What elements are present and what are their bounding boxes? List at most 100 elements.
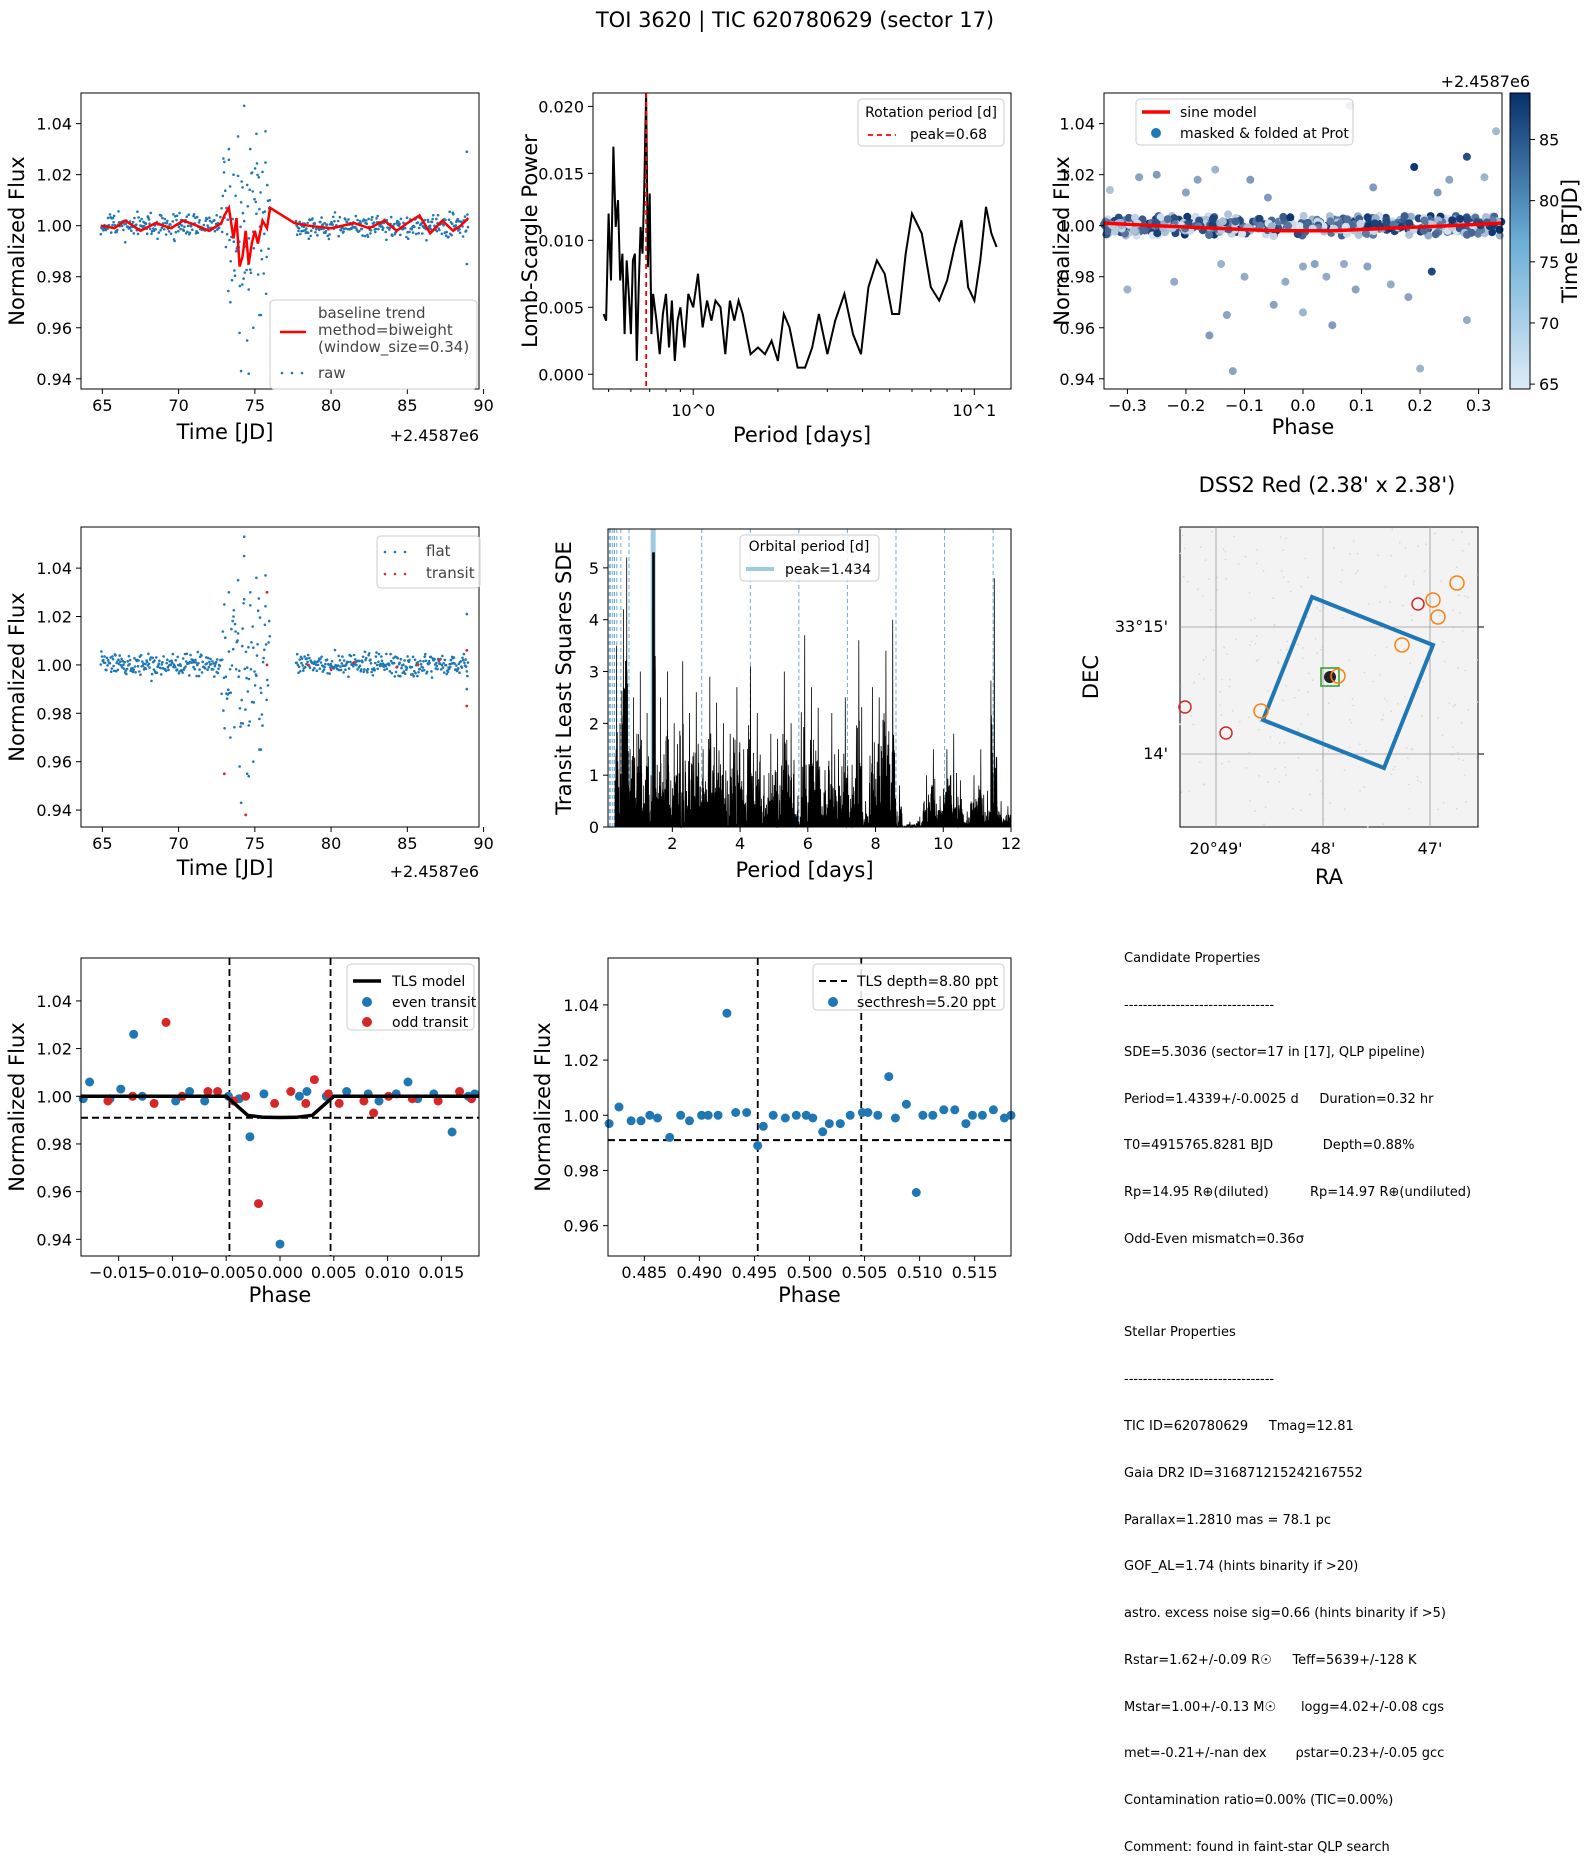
flat-ylabel: Normalized Flux xyxy=(5,592,29,761)
folded-point xyxy=(1299,262,1307,271)
flat-xtick-label: 65 xyxy=(92,834,112,853)
secondary-point xyxy=(768,1110,778,1120)
raw-point xyxy=(316,233,319,237)
flat-point xyxy=(261,660,265,664)
flat-point xyxy=(176,655,179,659)
raw-point xyxy=(374,230,377,234)
flat-point xyxy=(383,668,386,672)
raw-point xyxy=(258,207,261,211)
secondary-point xyxy=(928,1110,938,1120)
tls-ytick-label: 3 xyxy=(589,663,599,682)
flat-point xyxy=(191,658,195,662)
sky-noise-speck xyxy=(1476,574,1478,576)
raw-point xyxy=(261,170,264,174)
phase-fold-xtick-label: −0.010 xyxy=(143,1263,202,1282)
flat-point xyxy=(388,663,391,667)
gaia-bright-source-circle xyxy=(1411,597,1425,611)
folded-point xyxy=(1400,212,1409,221)
legend-secthresh-swatch xyxy=(828,997,838,1007)
raw-xtick-label: 65 xyxy=(92,396,112,415)
raw-point xyxy=(376,214,380,218)
legend-label: peak=1.434 xyxy=(785,562,871,578)
flat-point xyxy=(435,661,438,665)
raw-point xyxy=(342,230,345,233)
flat-point xyxy=(433,657,436,661)
secondary-point xyxy=(863,1108,873,1117)
raw-point xyxy=(189,225,193,228)
flat-point xyxy=(390,671,394,675)
raw-point xyxy=(431,217,434,221)
raw-point xyxy=(239,225,242,229)
flat-point xyxy=(376,667,380,671)
sky-noise-speck xyxy=(1219,704,1222,707)
raw-point xyxy=(337,234,341,238)
phase-fold-xlabel: Phase xyxy=(249,1283,312,1307)
sky-noise-speck xyxy=(1405,747,1408,750)
colorbar-offset-label: +2.4587e6 xyxy=(1441,72,1530,91)
flat-point xyxy=(105,668,108,672)
flat-point xyxy=(109,670,113,673)
folded-point xyxy=(1209,214,1217,223)
flat-point xyxy=(336,664,340,667)
secondary-point xyxy=(824,1119,834,1129)
flat-point xyxy=(213,664,217,668)
raw-point xyxy=(245,339,249,342)
flat-point xyxy=(319,661,323,664)
phase-fold-ytick-label: 1.00 xyxy=(36,1087,72,1106)
flat-point xyxy=(117,662,121,666)
sky-noise-speck xyxy=(1193,681,1195,684)
sky-noise-speck xyxy=(1417,779,1419,782)
flat-frame xyxy=(80,526,480,828)
raw-point xyxy=(448,210,452,214)
sky-noise-speck xyxy=(1297,643,1299,646)
folded-point xyxy=(1445,175,1454,184)
raw-point xyxy=(259,249,263,252)
raw-point xyxy=(148,227,152,231)
raw-point xyxy=(254,200,258,204)
raw-point xyxy=(188,231,192,235)
raw-point xyxy=(444,234,448,237)
flat-ytick-label: 1.02 xyxy=(36,608,72,627)
legend-title: Orbital period [d] xyxy=(749,539,870,555)
sky-noise-speck xyxy=(1411,748,1414,751)
sky-noise-speck xyxy=(1442,640,1445,643)
gaia-bright-source-circle xyxy=(1178,700,1192,714)
flat-point xyxy=(375,651,378,654)
raw-point xyxy=(363,234,367,238)
raw-point xyxy=(142,224,146,228)
folded-point xyxy=(1269,232,1278,241)
flat-point xyxy=(184,660,188,663)
flat-point xyxy=(297,665,301,669)
raw-point xyxy=(202,223,206,227)
flat-point xyxy=(181,657,185,660)
raw-point xyxy=(233,274,237,278)
raw-point xyxy=(381,226,385,230)
flat-point xyxy=(249,668,253,671)
raw-point xyxy=(255,162,259,165)
secondary-xlabel: Phase xyxy=(778,1283,841,1307)
raw-point xyxy=(213,229,217,233)
sky-noise-speck xyxy=(1390,773,1393,776)
secondary-xtick-label: 0.490 xyxy=(676,1263,722,1282)
odd-transit-point xyxy=(301,1098,311,1108)
sky-noise-speck xyxy=(1262,570,1265,572)
raw-point xyxy=(410,228,414,231)
flat-point xyxy=(328,672,331,675)
dss2-ylabel: DEC xyxy=(1079,655,1103,699)
sky-noise-speck xyxy=(1437,717,1440,719)
odd-transit-point xyxy=(149,1098,159,1108)
flat-point xyxy=(318,667,322,670)
sky-noise-speck xyxy=(1412,583,1415,586)
raw-point xyxy=(463,215,467,218)
flat-point xyxy=(313,666,316,670)
flat-point xyxy=(389,659,393,663)
flat-point xyxy=(251,625,254,628)
raw-point xyxy=(227,289,230,293)
raw-point xyxy=(358,229,361,233)
folded-point xyxy=(1326,217,1335,226)
folded-point xyxy=(1170,277,1179,286)
sky-noise-speck xyxy=(1186,580,1189,583)
flat-point xyxy=(243,667,247,671)
sky-noise-speck xyxy=(1385,646,1388,649)
folded-point xyxy=(1163,215,1172,224)
